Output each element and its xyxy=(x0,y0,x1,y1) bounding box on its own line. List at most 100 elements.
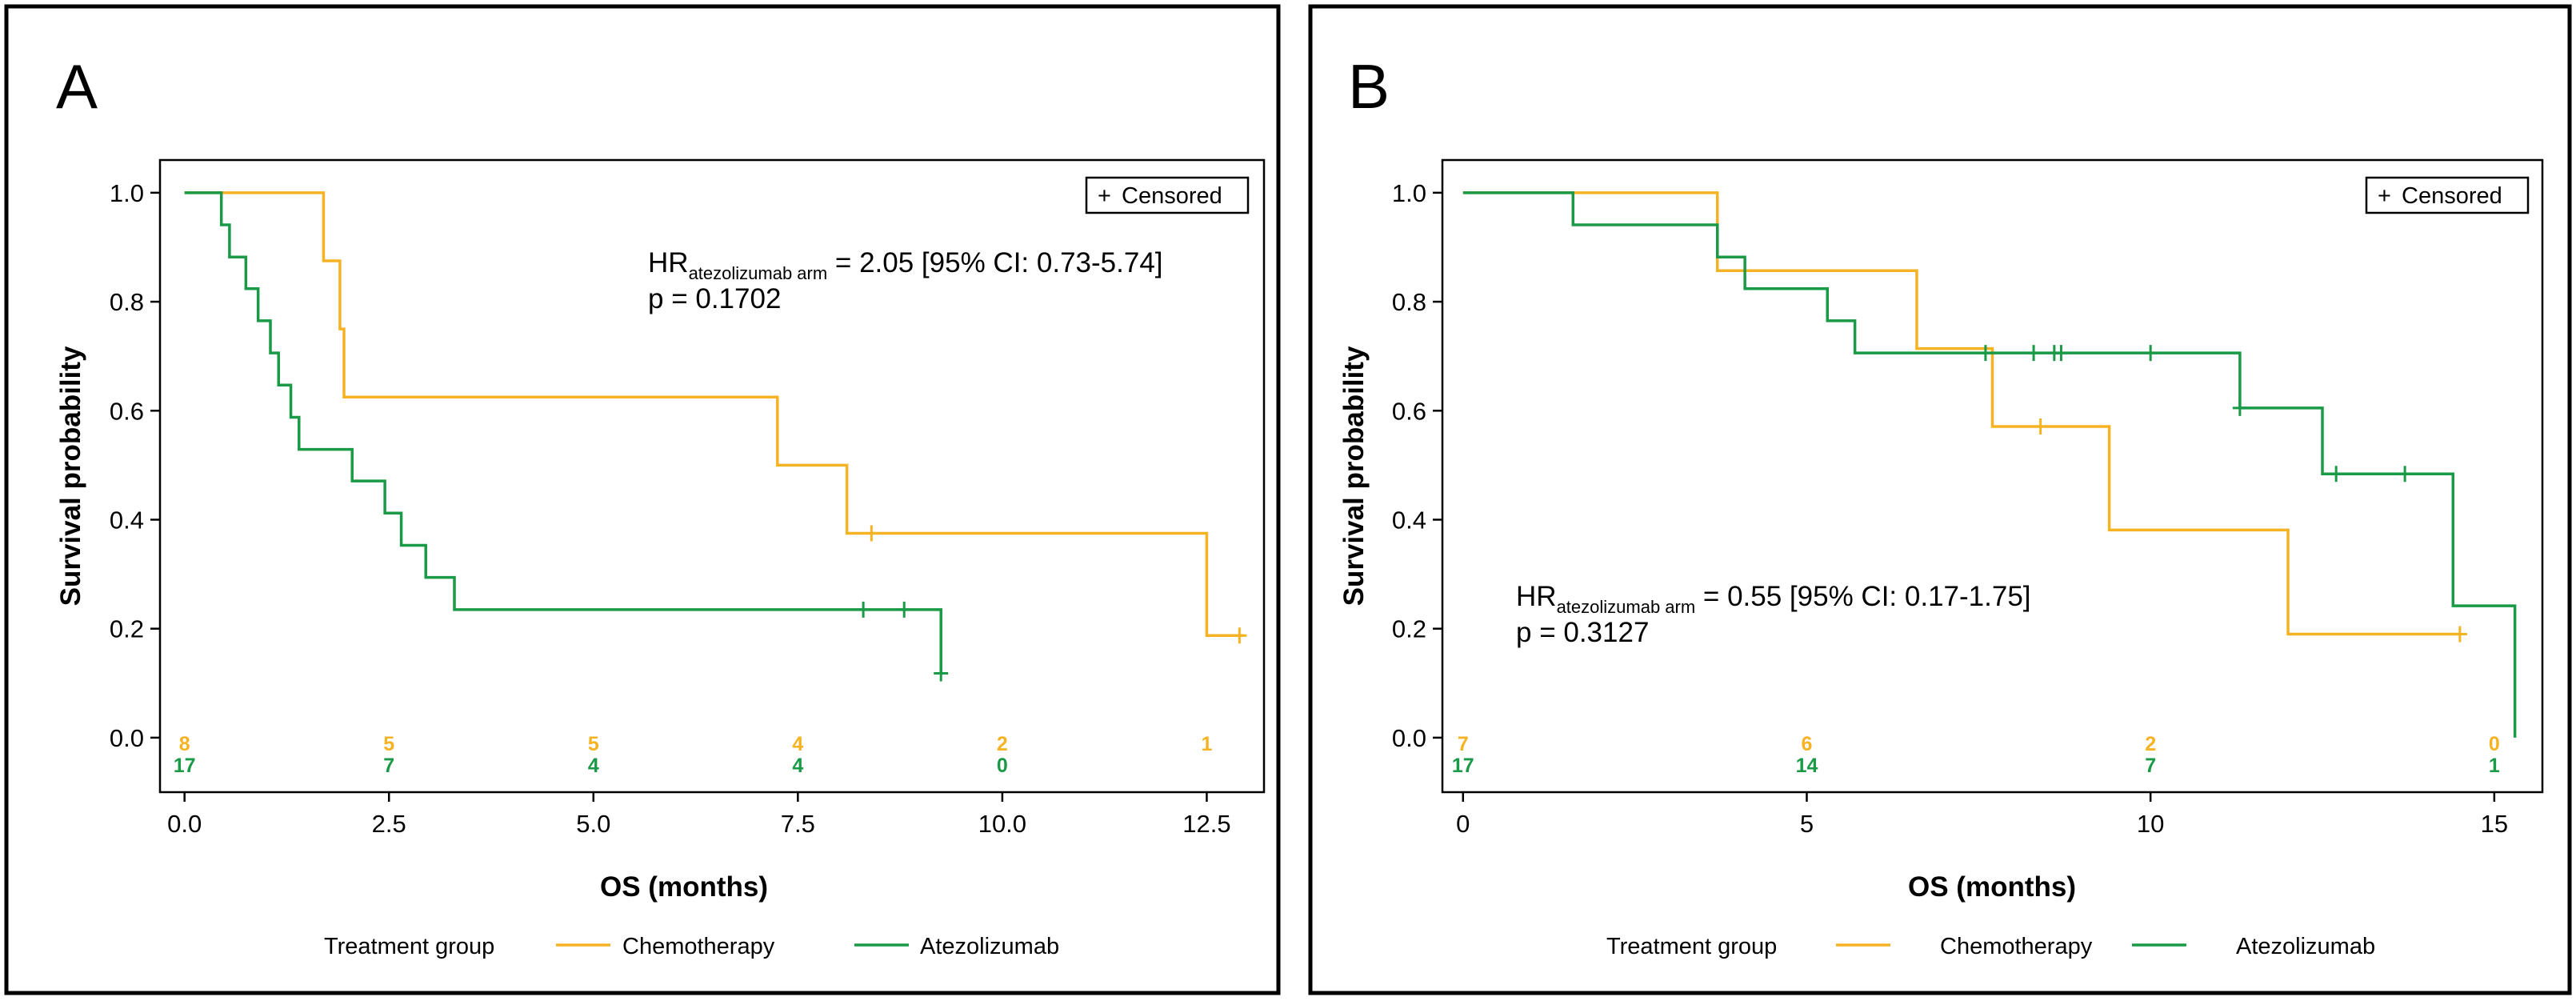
panel-b-x-tick-label: 0 xyxy=(1456,810,1470,838)
panel-a-plot-area xyxy=(158,158,1266,794)
panel-b-chemotherapy-at-risk-count: 2 xyxy=(2145,733,2156,755)
panel-a-hr-prefix: HR xyxy=(648,247,689,278)
panel-b-x-tick-label: 15 xyxy=(2481,810,2508,838)
panel-a-legend-chemotherapy: Chemotherapy xyxy=(622,934,775,959)
panel-b-x-tick-label: 10 xyxy=(2137,810,2164,838)
panel-a-x-tick-label: 7.5 xyxy=(781,810,815,838)
panel-a-censored-label: Censored xyxy=(1122,183,1222,209)
panel-b-hr-annotation: HRatezolizumab arm = 0.55 [95% CI: 0.17-… xyxy=(1516,581,2031,617)
panel-a-y-tick-label: 0.4 xyxy=(110,506,144,534)
panel-b-chemotherapy-at-risk-count: 7 xyxy=(1458,733,1469,755)
panel-a-hr-subscript: atezolizumab arm xyxy=(689,263,828,283)
panel-b-legend-title: Treatment group xyxy=(1606,934,1777,959)
panel-a-atezolizumab-at-risk-count: 4 xyxy=(792,755,803,777)
panel-b-atezolizumab-censor-mark xyxy=(2329,466,2344,482)
panel-b-atezolizumab-censor-mark xyxy=(2026,345,2042,362)
panel-a-at-risk: 8 5 5 4 2 117 7 4 4 0 xyxy=(174,733,1213,777)
panel-b-legend-atezolizumab: Atezolizumab xyxy=(2236,934,2375,959)
panel-a-atezolizumab-censor-mark xyxy=(934,665,949,682)
panel-a-atezolizumab-censor-mark xyxy=(897,601,912,618)
panel-a-censored-legend: + Censored xyxy=(1085,176,1250,214)
panel-a-y-tick-label: 0.6 xyxy=(110,397,144,425)
panel-b-x-ticks: 0 5 10 15 xyxy=(1456,792,2508,838)
panel-a-chemotherapy-at-risk-count: 4 xyxy=(792,733,803,755)
panel-b-y-tick-label: 0.0 xyxy=(1392,724,1426,752)
panel-b-y-tick-label: 1.0 xyxy=(1392,179,1426,207)
panel-b-at-risk: 7 6 2 017 14 7 1 xyxy=(1452,733,2500,777)
panel-b-chemotherapy-censor-mark xyxy=(2033,418,2048,435)
panel-a-series xyxy=(184,191,1247,682)
panel-b-plot-area xyxy=(1441,158,2544,794)
panel-b-atezolizumab-at-risk-count: 14 xyxy=(1796,755,1818,777)
panel-a-chemotherapy-at-risk-count: 2 xyxy=(997,733,1008,755)
panel-b-y-ticks: 0.0 0.2 0.4 0.6 0.8 1.0 xyxy=(1392,179,1442,752)
panel-b-hr-value: = 0.55 [95% CI: 0.17-1.75] xyxy=(1695,581,2030,612)
panel-a-hr-annotation: HRatezolizumab arm = 2.05 [95% CI: 0.73-… xyxy=(648,247,1163,283)
panel-b-atezolizumab-at-risk-count: 7 xyxy=(2145,755,2156,777)
panel-a-y-ticks: 0.0 0.2 0.4 0.6 0.8 1.0 xyxy=(110,179,160,752)
panel-a-y-tick-label: 0.0 xyxy=(110,724,144,752)
panel-a-atezolizumab-at-risk-count: 17 xyxy=(174,755,196,777)
panel-a-legend: Treatment group Chemotherapy Atezolizuma… xyxy=(324,934,1059,959)
panel-b-legend-chemotherapy: Chemotherapy xyxy=(1940,934,2093,959)
panel-b-atezolizumab-censor-mark xyxy=(2143,345,2158,362)
panel-a-chemotherapy-at-risk-count: 1 xyxy=(1201,733,1212,755)
panel-b-atezolizumab-survival-curve xyxy=(1462,191,2517,738)
panel-b-chemotherapy-at-risk-count: 0 xyxy=(2489,733,2500,755)
panel-a-censored-box xyxy=(1085,176,1250,214)
panel-b-chemotherapy-at-risk-count: 6 xyxy=(1802,733,1813,755)
panel-b: B 0.00.20.40.60.81.0 0 5 10 15 7 6 2 017 14 7 1 S… xyxy=(1308,4,2572,995)
panel-a-x-tick-label: 0.0 xyxy=(167,810,202,838)
panel-a-atezolizumab-at-risk-count: 0 xyxy=(997,755,1008,777)
panel-a-x-axis-label: OS (months) xyxy=(600,871,768,903)
panel-b-hr-prefix: HR xyxy=(1516,581,1557,612)
panel-a-y-tick-label: 0.2 xyxy=(110,615,144,643)
panel-a-atezolizumab-censor-mark xyxy=(856,601,871,618)
panel-b-atezolizumab-at-risk-count: 1 xyxy=(2489,755,2500,777)
panel-a-chemotherapy-at-risk-count: 5 xyxy=(383,733,394,755)
panel-a-hr-value: = 2.05 [95% CI: 0.73-5.74] xyxy=(827,247,1162,278)
panel-b-censored-label: Censored xyxy=(2402,183,2502,209)
panel-b-frame xyxy=(1308,4,2572,995)
panel-a-y-axis-label: Survival probability xyxy=(55,346,86,606)
panel-b-y-tick-label: 0.8 xyxy=(1392,288,1426,316)
panel-a-legend-atezolizumab: Atezolizumab xyxy=(920,934,1059,959)
panel-a-legend-title: Treatment group xyxy=(324,934,494,959)
panel-a-x-tick-label: 2.5 xyxy=(372,810,406,838)
panel-a-chemotherapy-at-risk-count: 8 xyxy=(179,733,190,755)
panel-b-y-tick-label: 0.6 xyxy=(1392,397,1426,425)
panel-b-hr-subscript: atezolizumab arm xyxy=(1557,597,1696,617)
panel-a-chemotherapy-censor-mark xyxy=(1232,627,1247,644)
panel-a-x-tick-label: 12.5 xyxy=(1182,810,1230,838)
panel-a-x-tick-label: 10.0 xyxy=(978,810,1026,838)
panel-a: A 0.0 0.2 0.4 0.6 0.8 1.0 0.0 2.5 5.0 7.5 10.0 12.… xyxy=(4,4,1281,995)
panel-a-censored-plus: + xyxy=(1098,183,1111,209)
panel-b-y-tick-label: 0.2 xyxy=(1392,615,1426,643)
panel-b-series xyxy=(1462,191,2517,738)
panel-b-atezolizumab-censor-mark xyxy=(2398,466,2413,482)
panel-a-x-ticks: 0.0 2.5 5.0 7.5 10.0 12.5 xyxy=(167,792,1231,838)
panel-b-y-axis-label: Survival probability xyxy=(1338,346,1370,606)
panel-a-letter: A xyxy=(56,51,98,122)
panel-a-frame xyxy=(4,4,1281,995)
panel-b-p-value: p = 0.3127 xyxy=(1516,617,1649,648)
panel-b-censored-legend: + Censored xyxy=(2365,176,2530,214)
panel-b-x-tick-label: 5 xyxy=(1800,810,1814,838)
panel-b-censored-plus: + xyxy=(2378,183,2391,209)
panel-a-atezolizumab-at-risk-count: 4 xyxy=(588,755,599,777)
panel-a-p-value: p = 0.1702 xyxy=(648,283,781,314)
panel-a-chemotherapy-censor-mark xyxy=(864,525,879,542)
panel-a-x-tick-label: 5.0 xyxy=(576,810,610,838)
panel-b-letter: B xyxy=(1348,51,1390,122)
panel-a-y-tick-label: 0.8 xyxy=(110,288,144,316)
panel-b-x-axis-label: OS (months) xyxy=(1908,871,2076,903)
panel-b-atezolizumab-at-risk-count: 17 xyxy=(1452,755,1474,777)
panel-b-chemotherapy-censor-mark xyxy=(2452,626,2467,643)
panel-a-chemotherapy-at-risk-count: 5 xyxy=(588,733,599,755)
panel-b-atezolizumab-censor-mark xyxy=(2054,345,2069,362)
panel-b-censored-box xyxy=(2365,176,2530,214)
panel-b-legend: Treatment group Chemotherapy Atezolizuma… xyxy=(1606,934,2375,959)
panel-a-chemotherapy-survival-curve xyxy=(184,191,1244,637)
panel-a-y-tick-label: 1.0 xyxy=(110,179,144,207)
